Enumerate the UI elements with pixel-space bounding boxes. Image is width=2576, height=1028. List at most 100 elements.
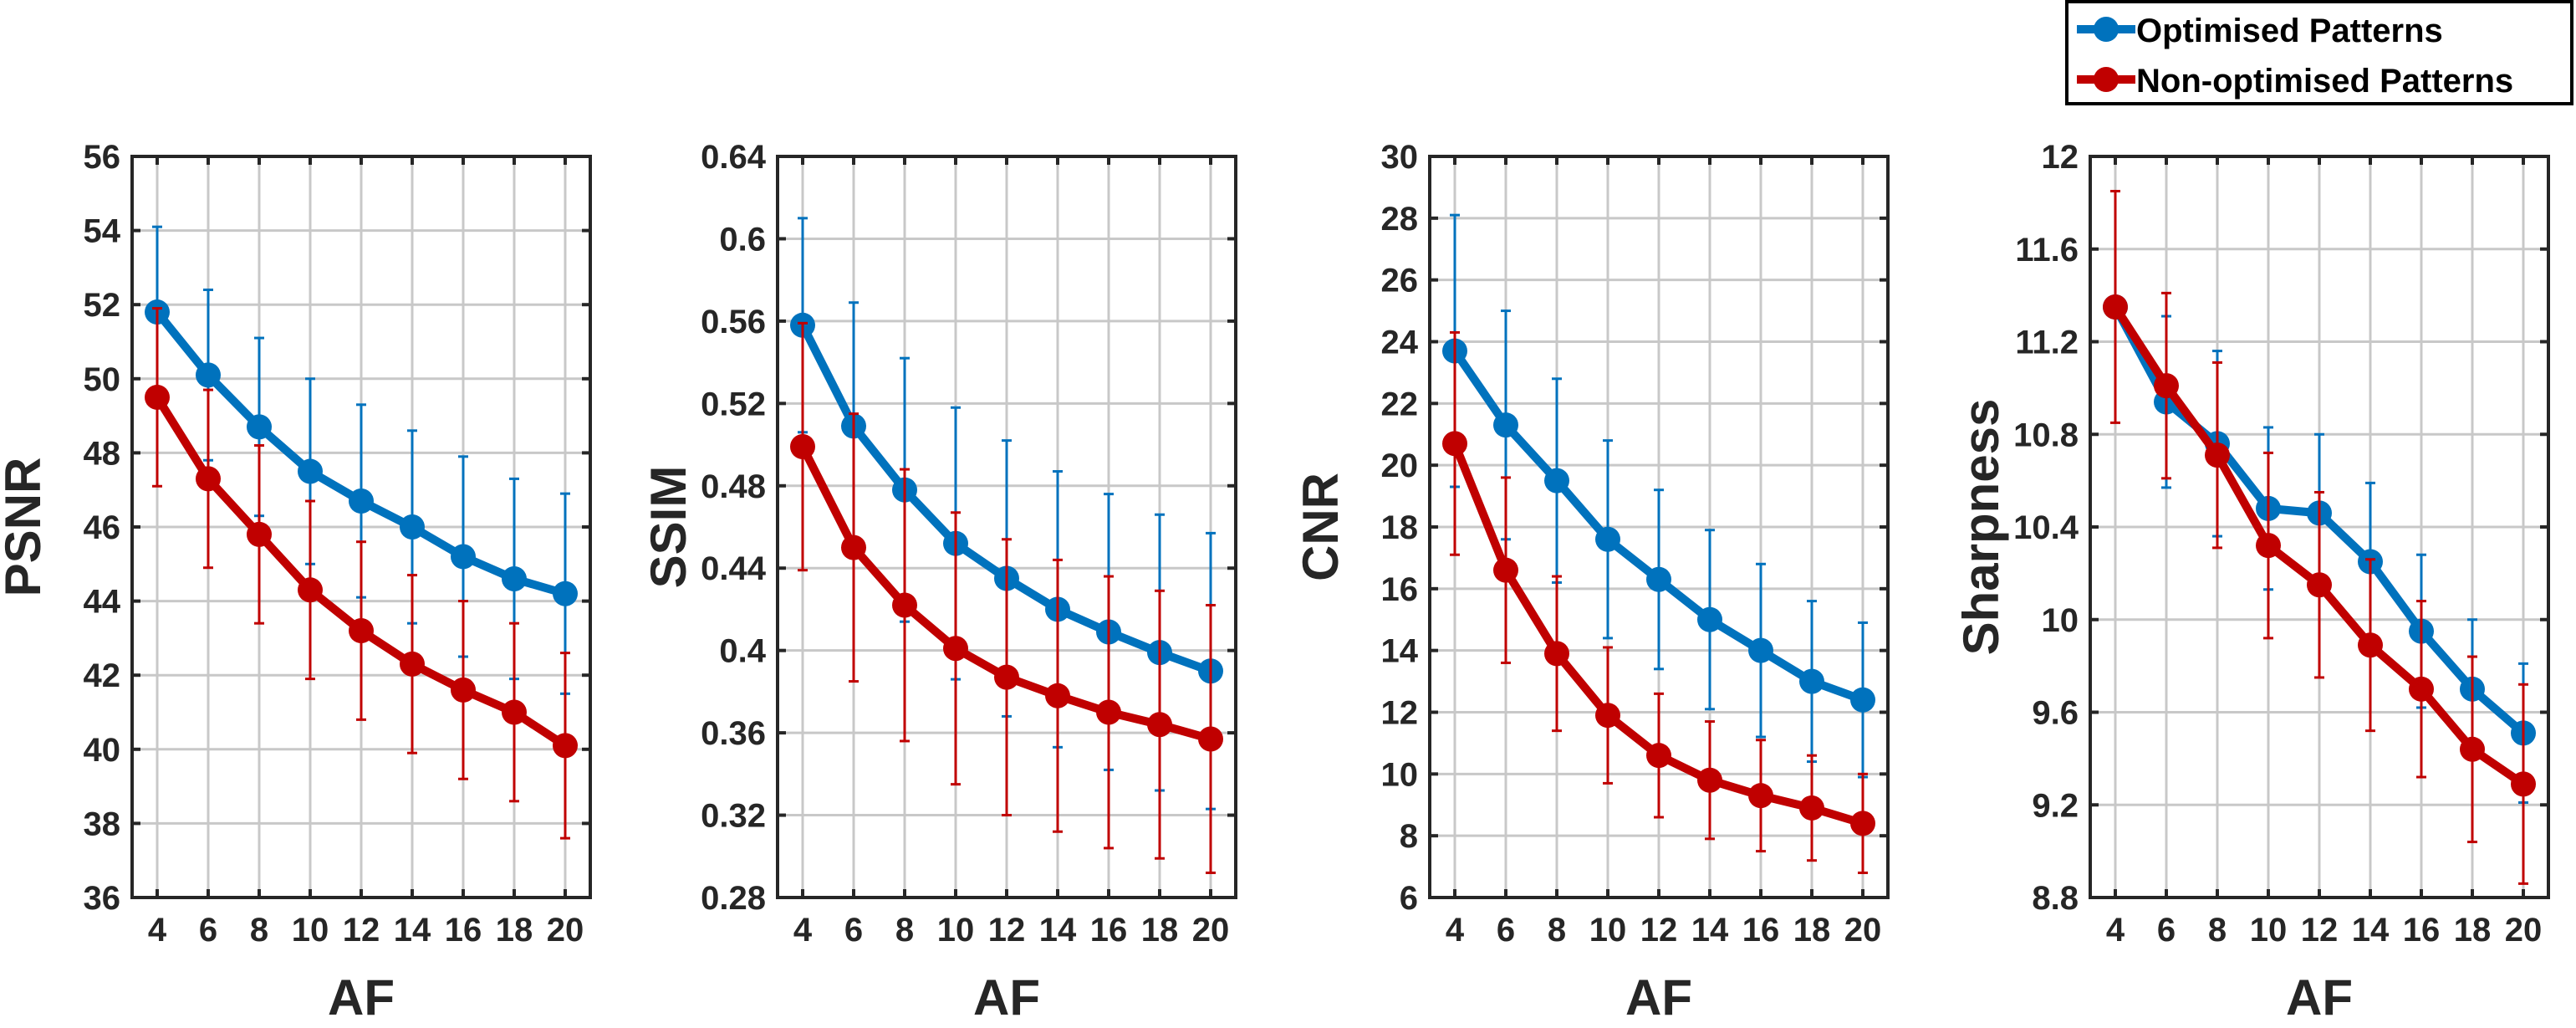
data-point	[349, 618, 374, 644]
data-point	[1850, 687, 1875, 713]
y-tick-label: 22	[1381, 386, 1419, 422]
y-tick-label: 0.48	[701, 468, 766, 505]
y-tick-label: 10	[2042, 602, 2079, 639]
data-point	[1850, 811, 1875, 836]
x-tick-label: 8	[250, 912, 268, 949]
y-tick-label: 11.6	[2015, 232, 2079, 269]
x-tick-label: 14	[1691, 912, 1729, 949]
y-tick-label: 16	[1381, 571, 1419, 608]
data-point	[1799, 668, 1824, 694]
y-tick-label: 10.4	[2013, 509, 2079, 546]
y-tick-label: 42	[84, 657, 121, 694]
data-point	[1147, 712, 1172, 738]
x-tick-label: 6	[199, 912, 217, 949]
data-point	[2205, 442, 2230, 468]
y-tick-label: 0.6	[719, 221, 766, 258]
x-tick-label: 14	[394, 912, 431, 949]
x-tick-label: 12	[343, 912, 380, 949]
x-tick-label: 10	[937, 912, 975, 949]
x-tick-label: 8	[895, 912, 914, 949]
data-point	[2409, 676, 2434, 702]
legend-box	[2065, 0, 2573, 105]
x-tick-label: 16	[1742, 912, 1780, 949]
data-point	[451, 544, 476, 570]
legend-label-non-optimised: Non-optimised Patterns	[2136, 63, 2513, 100]
data-point	[841, 534, 866, 560]
y-tick-label: 28	[1381, 201, 1419, 238]
y-tick-label: 44	[84, 584, 121, 621]
y-tick-label: 0.64	[701, 139, 767, 176]
data-point	[247, 414, 272, 440]
data-point	[2103, 294, 2128, 320]
y-tick-label: 0.28	[701, 880, 766, 917]
data-point	[1697, 606, 1722, 632]
data-point	[400, 514, 425, 540]
y-axis-title: CNR	[1293, 473, 1349, 581]
legend-marker-optimised	[2094, 17, 2119, 42]
data-point	[1748, 637, 1773, 663]
x-tick-label: 12	[988, 912, 1026, 949]
data-point	[2358, 632, 2383, 658]
x-tick-label: 12	[1640, 912, 1678, 949]
y-tick-label: 11.2	[2015, 325, 2079, 361]
data-point	[298, 458, 323, 484]
x-tick-label: 20	[1192, 912, 1230, 949]
y-tick-label: 8.8	[2032, 880, 2079, 917]
data-point	[1198, 726, 1223, 752]
y-tick-label: 50	[84, 361, 121, 398]
data-point	[1096, 699, 1121, 725]
x-tick-label: 4	[793, 912, 813, 949]
y-tick-label: 0.32	[701, 798, 766, 835]
y-tick-label: 24	[1381, 325, 1419, 361]
data-point	[1493, 412, 1518, 438]
data-point	[1697, 767, 1722, 793]
x-tick-label: 6	[844, 912, 863, 949]
plot-frame	[776, 155, 1237, 899]
data-point	[1544, 641, 1569, 667]
series-non-optimised	[145, 307, 578, 840]
data-point	[2460, 736, 2485, 762]
plot-frame	[1428, 155, 1890, 899]
y-tick-label: 54	[84, 213, 121, 250]
y-tick-label: 38	[84, 806, 121, 842]
x-tick-label: 18	[2454, 912, 2492, 949]
x-tick-label: 20	[547, 912, 584, 949]
x-tick-label: 20	[1844, 912, 1882, 949]
data-point	[1646, 566, 1671, 592]
y-tick-label: 6	[1400, 880, 1418, 917]
y-tick-label: 36	[84, 880, 121, 917]
y-tick-label: 52	[84, 287, 121, 324]
y-tick-label: 0.4	[719, 633, 766, 670]
data-point	[553, 580, 578, 606]
legend: Optimised Patterns Non-optimised Pattern…	[2065, 0, 2573, 105]
x-tick-label: 4	[148, 912, 167, 949]
panel-ssim: 0.28 0.32 0.36 0.4 0.44 0.48 0.52 0.56 0.6 0.64 4 6…	[640, 139, 1237, 1025]
x-tick-label: 16	[1090, 912, 1128, 949]
data-point	[892, 592, 917, 618]
y-tick-label: 12	[1381, 695, 1419, 732]
legend-label-optimised: Optimised Patterns	[2136, 13, 2443, 49]
x-tick-label: 18	[1793, 912, 1831, 949]
x-tick-label: 8	[1548, 912, 1566, 949]
x-tick-label: 14	[1039, 912, 1077, 949]
x-axis-title: AF	[973, 969, 1040, 1025]
y-tick-label: 46	[84, 509, 121, 546]
series-optimised	[1442, 213, 1875, 779]
x-tick-label: 10	[292, 912, 329, 949]
x-tick-label: 10	[2250, 912, 2288, 949]
y-tick-label: 8	[1400, 818, 1418, 855]
panel-sharpness: 8.8 9.2 9.6 10 10.4 10.8 11.2 11.6 12 4 6 8 10 12 14 16…	[1953, 139, 2550, 1025]
y-axis-title: SSIM	[640, 466, 696, 589]
data-point	[145, 384, 170, 410]
y-tick-label: 14	[1381, 633, 1419, 670]
plot-frame	[130, 155, 592, 899]
data-point	[553, 733, 578, 759]
data-point	[196, 466, 221, 492]
data-point	[943, 636, 968, 662]
series-non-optimised	[790, 321, 1223, 874]
y-tick-label: 9.2	[2032, 787, 2079, 824]
x-tick-label: 4	[2106, 912, 2125, 949]
x-tick-label: 16	[445, 912, 482, 949]
